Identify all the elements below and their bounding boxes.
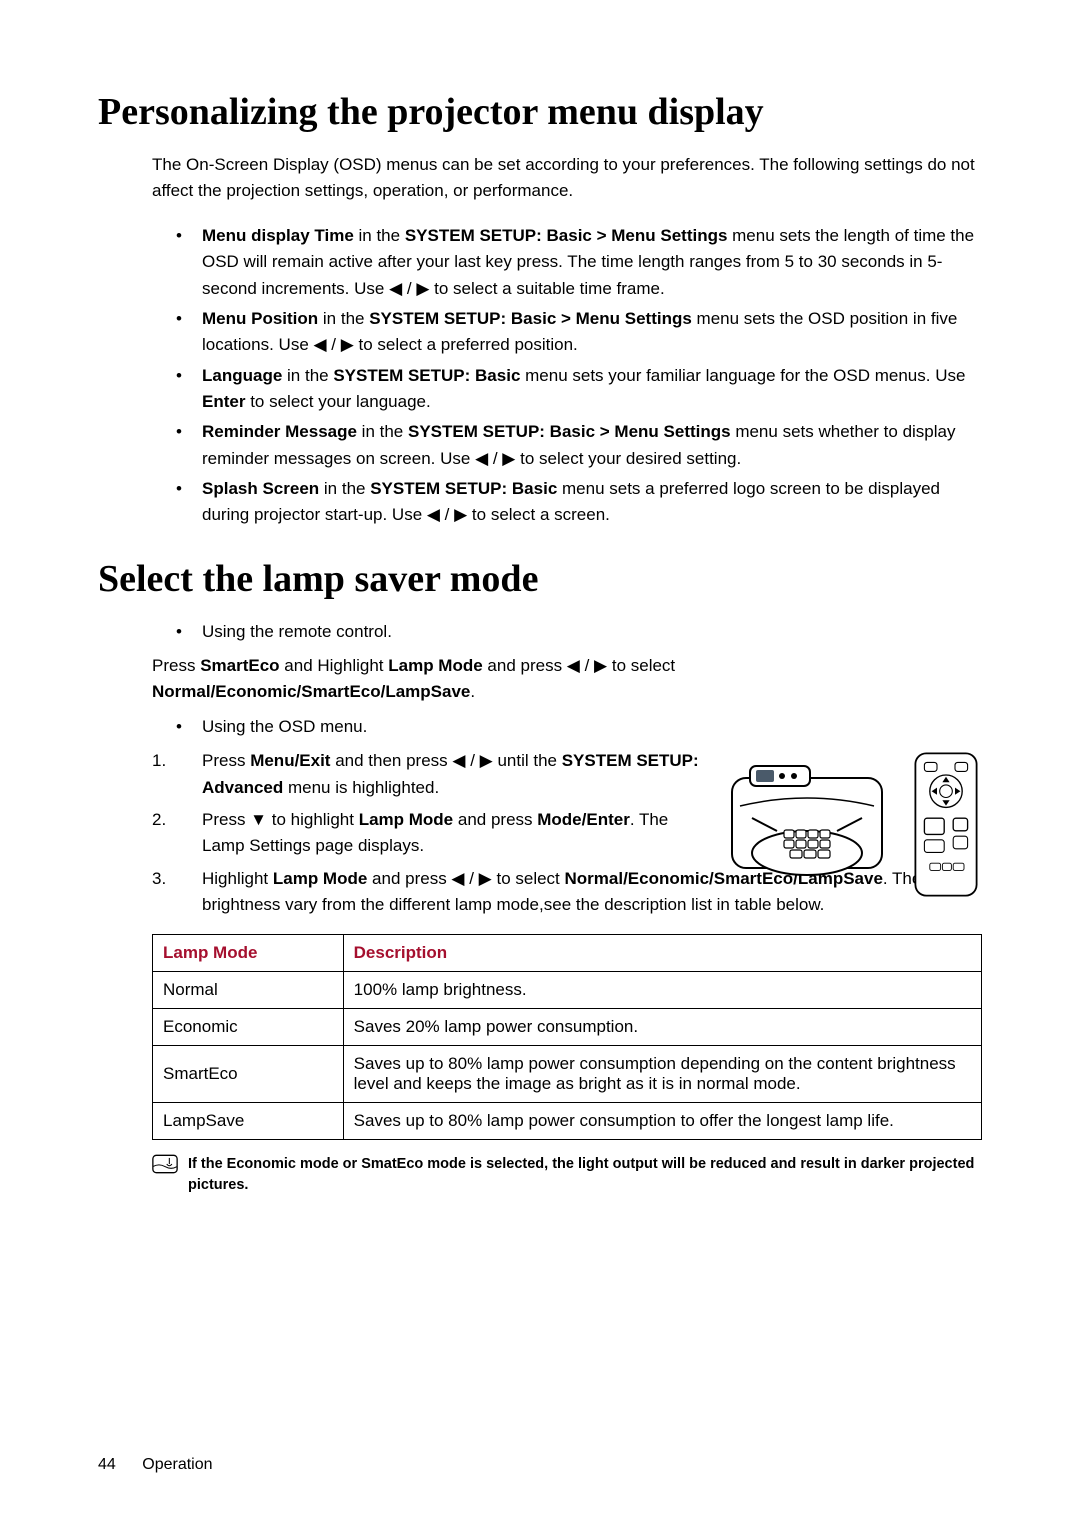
heading-lamp-saver: Select the lamp saver mode (98, 557, 982, 601)
t: in the (318, 309, 369, 328)
note: If the Economic mode or SmatEco mode is … (152, 1154, 982, 1196)
t: in the (354, 226, 405, 245)
table-cell: Economic (153, 1009, 344, 1046)
t: and press ◀ / ▶ to select (367, 869, 564, 888)
lamp-mode-key: Lamp Mode (359, 810, 453, 829)
t: . (470, 682, 475, 701)
table-row: SmartEcoSaves up to 80% lamp power consu… (153, 1046, 982, 1103)
t: in the (282, 366, 333, 385)
bullet-splash-screen: Splash Screen in the SYSTEM SETUP: Basic… (176, 476, 982, 529)
remote-instruction: Press SmartEco and Highlight Lamp Mode a… (152, 653, 982, 706)
bullet-prefix: Reminder Message (202, 422, 357, 441)
lamp-mode-table: Lamp Mode Description Normal100% lamp br… (152, 934, 982, 1140)
t: Press ▼ to highlight (202, 810, 359, 829)
th-description: Description (343, 935, 981, 972)
table-cell: Saves 20% lamp power consumption. (343, 1009, 981, 1046)
projector-icon (722, 748, 892, 888)
bullet-path: SYSTEM SETUP: Basic > Menu Settings (369, 309, 692, 328)
t: in the (357, 422, 408, 441)
heading-personalizing: Personalizing the projector menu display (98, 90, 982, 134)
table-header-row: Lamp Mode Description (153, 935, 982, 972)
table-cell: Normal (153, 972, 344, 1009)
bullet-using-osd: Using the OSD menu. (176, 714, 982, 740)
lamp-mode-label: Lamp Mode (388, 656, 482, 675)
bullet-path: SYSTEM SETUP: Basic (333, 366, 520, 385)
osd-bullet: Using the OSD menu. (176, 714, 982, 740)
remote-bullet: Using the remote control. (176, 619, 982, 645)
page-number: 44 (98, 1456, 116, 1473)
ol-with-images: 1. Press Menu/Exit and then press ◀ / ▶ … (98, 748, 982, 918)
table-body: Normal100% lamp brightness.EconomicSaves… (153, 972, 982, 1140)
bullet-menu-position: Menu Position in the SYSTEM SETUP: Basic… (176, 306, 982, 359)
t: and Highlight (280, 656, 389, 675)
t: in the (319, 479, 370, 498)
modes-list: Normal/Economic/SmartEco/LampSave (152, 682, 470, 701)
mode-enter-key: Mode/Enter (537, 810, 630, 829)
illustrations (722, 748, 982, 901)
table-cell: Saves up to 80% lamp power consumption t… (343, 1103, 981, 1140)
bullet-path: SYSTEM SETUP: Basic (370, 479, 557, 498)
note-text: If the Economic mode or SmatEco mode is … (188, 1154, 982, 1196)
table-row: Normal100% lamp brightness. (153, 972, 982, 1009)
bullet-prefix: Splash Screen (202, 479, 319, 498)
section-name: Operation (142, 1456, 212, 1473)
bullet-prefix: Menu Position (202, 309, 318, 328)
table-cell: Saves up to 80% lamp power consumption d… (343, 1046, 981, 1103)
enter-key: Enter (202, 392, 245, 411)
t: and press ◀ / ▶ to select (483, 656, 675, 675)
t: and then press ◀ / ▶ until the (330, 751, 561, 770)
bullet-path: SYSTEM SETUP: Basic > Menu Settings (405, 226, 728, 245)
lamp-mode-key: Lamp Mode (273, 869, 367, 888)
step-number: 3. (152, 866, 166, 892)
table-cell: SmartEco (153, 1046, 344, 1103)
table-row: EconomicSaves 20% lamp power consumption… (153, 1009, 982, 1046)
t: menu is highlighted. (283, 778, 439, 797)
step-number: 2. (152, 807, 166, 833)
smarteco-key: SmartEco (200, 656, 279, 675)
bullet-using-remote: Using the remote control. (176, 619, 982, 645)
bullet-reminder-message: Reminder Message in the SYSTEM SETUP: Ba… (176, 419, 982, 472)
note-icon (152, 1154, 178, 1174)
table-cell: LampSave (153, 1103, 344, 1140)
bullet-prefix: Language (202, 366, 282, 385)
bullet-path: SYSTEM SETUP: Basic > Menu Settings (408, 422, 731, 441)
t: Press (152, 656, 200, 675)
bullet-prefix: Menu display Time (202, 226, 354, 245)
t: to select your language. (245, 392, 430, 411)
intro-paragraph: The On-Screen Display (OSD) menus can be… (152, 152, 982, 203)
bullet-language: Language in the SYSTEM SETUP: Basic menu… (176, 363, 982, 416)
table-row: LampSaveSaves up to 80% lamp power consu… (153, 1103, 982, 1140)
settings-bullet-list: Menu display Time in the SYSTEM SETUP: B… (176, 223, 982, 529)
remote-icon (910, 748, 982, 901)
th-lamp-mode: Lamp Mode (153, 935, 344, 972)
page-footer: 44 Operation (98, 1456, 213, 1474)
t: Highlight (202, 869, 273, 888)
bullet-menu-display-time: Menu display Time in the SYSTEM SETUP: B… (176, 223, 982, 302)
t: Press (202, 751, 250, 770)
t: and press (453, 810, 537, 829)
lamp-mode-table-element: Lamp Mode Description Normal100% lamp br… (152, 934, 982, 1140)
t: menu sets your familiar language for the… (520, 366, 965, 385)
step-number: 1. (152, 748, 166, 774)
menu-exit-key: Menu/Exit (250, 751, 330, 770)
table-cell: 100% lamp brightness. (343, 972, 981, 1009)
